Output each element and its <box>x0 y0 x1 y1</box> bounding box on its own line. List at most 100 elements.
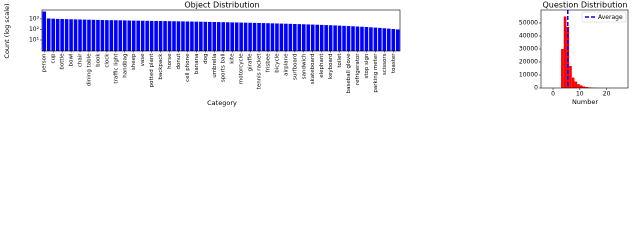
bar <box>351 26 355 51</box>
bar <box>163 21 167 51</box>
x-tick-label: 10 <box>576 91 584 98</box>
bar <box>42 11 47 51</box>
bar <box>275 23 279 51</box>
bar <box>387 28 391 51</box>
x-tick-label: vase <box>140 53 146 66</box>
x-tick-label: traffic light <box>113 53 119 84</box>
bar <box>221 22 226 51</box>
x-tick-label: sandwich <box>301 53 307 79</box>
y-tick-label: 10000 <box>519 72 538 79</box>
bar <box>208 21 212 51</box>
x-tick-label: tennis racket <box>257 53 263 90</box>
figure: Object Distribution Category Count (log … <box>3 1 629 107</box>
bar <box>73 19 78 51</box>
bar <box>310 24 315 51</box>
bar <box>203 21 208 51</box>
bar <box>127 20 132 51</box>
x-tick-label: sports ball <box>221 53 227 82</box>
bar <box>364 27 369 51</box>
bar <box>266 23 270 51</box>
x-tick-label: bowl <box>69 53 75 66</box>
histogram-bar <box>579 85 583 88</box>
x-tick-label: keyboard <box>328 54 334 80</box>
x-tick-label: kite <box>230 53 236 64</box>
bar <box>105 20 109 51</box>
x-tick-label: 20 <box>603 91 611 98</box>
bar <box>78 19 82 51</box>
bar <box>257 22 261 51</box>
bar <box>46 18 51 51</box>
bar <box>355 26 360 51</box>
bar <box>239 22 243 51</box>
bar <box>395 29 400 51</box>
bar <box>234 22 239 51</box>
histogram-bar <box>571 77 575 88</box>
bar <box>378 27 382 51</box>
bar <box>194 21 199 51</box>
histogram-bar <box>561 49 564 88</box>
x-tick-label: toaster <box>391 53 397 73</box>
bar <box>261 23 266 51</box>
bar <box>248 22 252 51</box>
legend-box <box>581 11 627 23</box>
histogram-bar <box>569 65 572 88</box>
bar <box>167 21 172 51</box>
bar <box>60 18 64 51</box>
x-tick-label: parking meter <box>373 53 379 93</box>
x-tick-label: skateboard <box>310 54 316 85</box>
bar <box>185 21 190 51</box>
bar <box>109 20 114 51</box>
bar <box>96 19 100 51</box>
bar <box>131 20 136 51</box>
y-tick-label: 30000 <box>519 46 538 53</box>
bar <box>176 21 181 51</box>
bar <box>212 21 217 51</box>
bar <box>391 29 396 51</box>
bar <box>181 21 185 51</box>
histogram-bar <box>587 87 591 88</box>
x-tick-label: bottle <box>60 53 66 70</box>
bar <box>149 20 154 51</box>
bar <box>333 25 337 51</box>
bar <box>342 25 346 51</box>
bar <box>82 19 87 51</box>
x-tick-label: scissors <box>382 53 388 75</box>
bar <box>346 26 351 51</box>
x-tick-label: handbag <box>122 54 128 78</box>
histogram-bar <box>585 86 588 88</box>
bar <box>306 24 311 51</box>
y-tick-label: 40000 <box>519 33 538 40</box>
x-tick-label: elephant <box>319 53 325 78</box>
bar <box>288 23 293 51</box>
x-tick-label: surfboard <box>292 54 298 80</box>
bar <box>118 20 123 51</box>
y-axis-label: Count (log scale) <box>3 3 11 58</box>
x-tick-label: toilet <box>337 53 343 68</box>
bar <box>190 21 194 51</box>
x-tick-label: book <box>95 53 101 67</box>
y-tick-label: 0 <box>534 85 538 92</box>
bar <box>328 25 333 51</box>
chart-title: Question Distribution <box>543 1 628 10</box>
bar <box>301 24 306 51</box>
x-tick-label: motorcycle <box>239 53 245 84</box>
y-tick-label: 50000 <box>519 20 538 27</box>
x-tick-label: sheep <box>131 53 137 70</box>
bar <box>136 20 141 51</box>
bar <box>158 21 163 51</box>
bar <box>225 22 230 51</box>
x-axis-label: Category <box>207 99 237 107</box>
histogram-bar <box>582 86 586 88</box>
x-tick-label: cup <box>51 53 57 64</box>
x-tick-label: cell phone <box>185 53 191 82</box>
bar <box>55 18 60 52</box>
bar <box>216 22 221 51</box>
y-tick-label: 20000 <box>519 59 538 66</box>
bar <box>199 21 203 51</box>
x-tick-label: donut <box>176 53 182 70</box>
axes-frame <box>41 9 401 52</box>
bar <box>172 21 176 51</box>
bar <box>69 19 73 51</box>
x-tick-label: chair <box>78 53 84 67</box>
x-axis-label: Number <box>572 98 598 106</box>
